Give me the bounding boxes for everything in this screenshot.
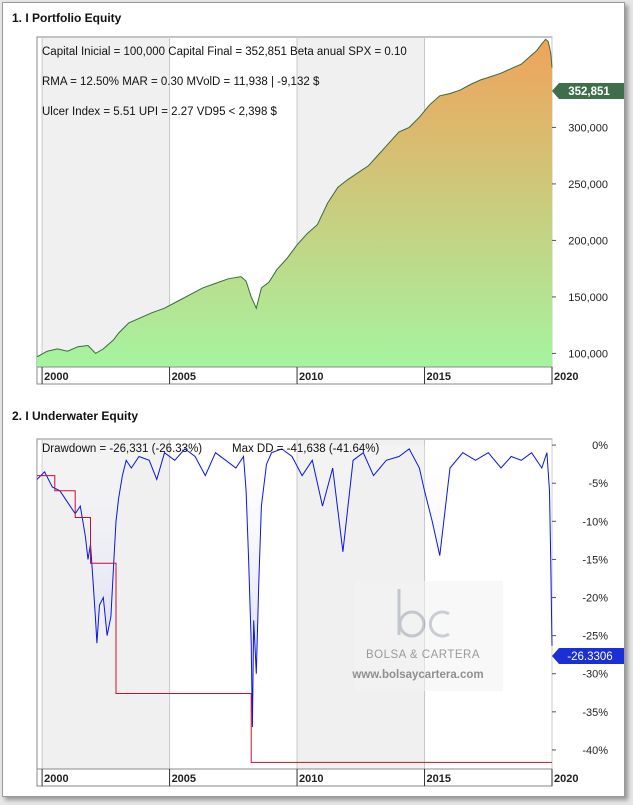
equity-x-axis-bar (36, 366, 553, 385)
x-tick-label: 2000 (44, 371, 68, 383)
underwater-annotation-maxdd: Max DD = -41,638 (-41.64%) (232, 443, 379, 455)
equity-area (37, 39, 552, 368)
y-tick-label: -5% (588, 478, 608, 490)
underwater-area (37, 445, 552, 728)
y-tick-label: 250,000 (568, 179, 608, 191)
equity-annotation-3: Ulcer Index = 5.51 UPI = 2.27 VD95 < 2,3… (42, 106, 278, 118)
watermark-logo (355, 581, 503, 691)
underwater-line (36, 448, 553, 728)
y-tick-label: 100,000 (568, 348, 608, 360)
y-tick-label: -35% (582, 707, 608, 719)
y-tick-label: -20% (582, 593, 608, 605)
x-tick-label: 2010 (299, 773, 323, 785)
equity-y-axis: 100,000 150,000 200,000 250,000 300,000 (552, 122, 608, 360)
equity-x-axis: 2000 2005 2010 2015 2020 (41, 367, 578, 384)
y-tick-label: 0% (592, 440, 608, 452)
x-tick-label: 2005 (172, 773, 196, 785)
y-tick-label: -25% (582, 631, 608, 643)
underwater-y-axis: 0% -5% -10% -15% -20% -25% -30% -35% -40% (552, 440, 608, 757)
watermark-b-bowl (398, 610, 426, 638)
equity-line (36, 38, 553, 358)
y-tick-label: -40% (582, 745, 608, 757)
x-tick-label: 2005 (172, 371, 196, 383)
x-tick-label: 2020 (554, 773, 578, 785)
equity-last-value: 352,851 (568, 86, 610, 98)
charts-canvas: Capital Inicial = 100,000 Capital Final … (36, 36, 624, 787)
y-tick-label: -10% (582, 516, 608, 528)
x-tick-label: 2015 (427, 773, 451, 785)
underwater-last-value-marker: -26.3306 (552, 648, 624, 664)
y-tick-label: -30% (582, 669, 608, 681)
y-tick-label: -15% (582, 554, 608, 566)
watermark-c-letter (428, 610, 450, 638)
equity-pane-title: 1. I Portfolio Equity (12, 11, 122, 25)
y-tick-label: 300,000 (568, 122, 608, 134)
x-tick-label: 2020 (554, 371, 578, 383)
y-tick-label: 150,000 (568, 292, 608, 304)
equity-annotation-1: Capital Inicial = 100,000 Capital Final … (42, 46, 407, 58)
watermark-brand: BOLSA & CARTERA (366, 649, 480, 661)
underwater-annotation-drawdown: Drawdown = -26,331 (-26.33%) (42, 443, 202, 455)
watermark-url: www.bolsaycartera.com (351, 669, 483, 681)
equity-last-value-marker: 352,851 (552, 83, 624, 99)
y-tick-label: 200,000 (568, 235, 608, 247)
underwater-x-axis: 2000 2005 2010 2015 2020 (41, 769, 578, 786)
x-tick-label: 2000 (44, 773, 68, 785)
equity-annotation-2: RMA = 12.50% MAR = 0.30 MVolD = 11,938 |… (42, 76, 320, 88)
underwater-last-value: -26.3306 (567, 651, 612, 663)
chart-window: 1. I Portfolio Equity 2. I Underwater Eq… (2, 2, 625, 797)
x-tick-label: 2010 (299, 371, 323, 383)
x-tick-label: 2015 (427, 371, 451, 383)
underwater-x-axis-bar (36, 768, 553, 787)
underwater-pane-title: 2. I Underwater Equity (12, 409, 139, 423)
year-band-0 (42, 38, 170, 367)
max-drawdown-line (37, 475, 552, 763)
